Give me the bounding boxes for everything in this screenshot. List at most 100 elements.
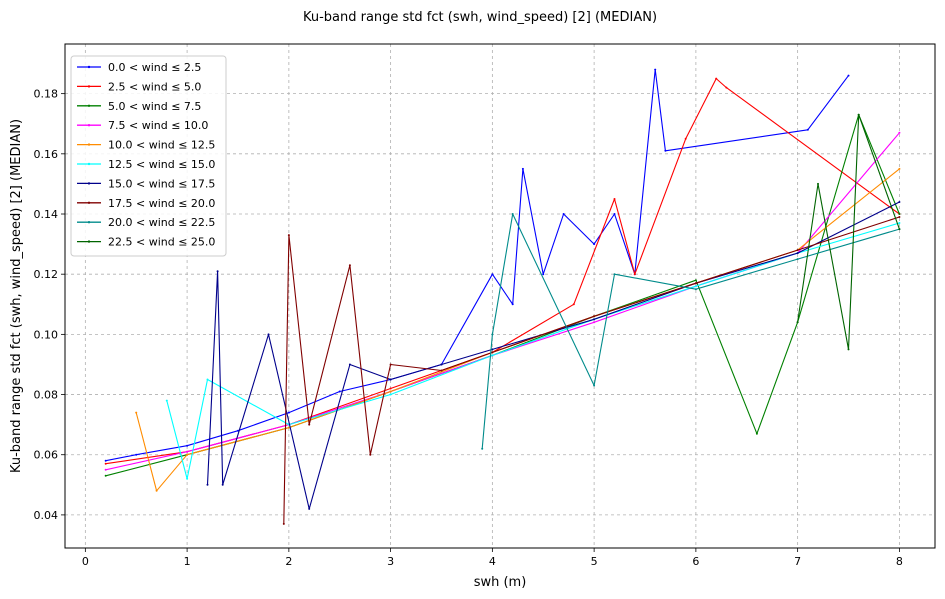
data-point	[898, 201, 901, 203]
data-point	[694, 288, 697, 291]
data-point	[282, 522, 285, 525]
data-point	[613, 198, 616, 200]
data-point	[796, 321, 799, 324]
x-tick-label: 2	[285, 555, 292, 568]
data-point	[857, 113, 860, 116]
data-point	[491, 273, 494, 276]
data-point	[593, 384, 596, 387]
x-axis-label: swh (m)	[474, 575, 527, 590]
x-tick-label: 4	[489, 555, 496, 568]
x-axis: 0 1 2 3 4 5 6 7 8	[82, 548, 903, 568]
data-point	[898, 216, 901, 218]
data-point	[654, 68, 657, 71]
data-point	[817, 182, 819, 185]
data-point	[898, 131, 901, 134]
data-point	[104, 459, 107, 462]
data-point	[389, 378, 392, 381]
data-point	[684, 137, 687, 140]
data-point	[186, 477, 189, 480]
x-tick-label: 6	[692, 555, 699, 568]
legend: 0.0 < wind ≤ 2.5 2.5 < wind ≤ 5.0 5.0 < wi…	[70, 55, 227, 257]
data-point	[186, 450, 189, 453]
data-point	[796, 252, 799, 255]
y-axis: 0.04 0.06 0.08 0.10 0.12 0.14 0.16 0.18	[34, 88, 65, 522]
data-point	[633, 273, 636, 276]
series-line-5	[166, 222, 900, 480]
data-point	[135, 453, 138, 456]
data-point	[206, 483, 209, 486]
x-tick-label: 3	[387, 555, 394, 568]
data-point	[898, 228, 901, 231]
data-point	[898, 213, 901, 215]
data-point	[847, 74, 850, 77]
data-point	[389, 363, 392, 366]
data-point	[338, 390, 341, 393]
legend-label: 12.5 < wind ≤ 15.0	[108, 158, 215, 171]
data-point	[369, 453, 372, 456]
legend-marker	[87, 85, 91, 88]
data-point	[491, 333, 494, 336]
gridlines	[65, 44, 935, 548]
plot-frame	[64, 43, 936, 549]
data-point	[755, 432, 758, 435]
series-layer	[104, 68, 901, 525]
y-tick-label: 0.10	[34, 328, 59, 341]
data-point	[715, 77, 718, 80]
data-point	[287, 234, 290, 237]
legend-box	[70, 55, 227, 257]
legend-marker	[87, 143, 91, 146]
data-point	[593, 315, 596, 318]
legend-label: 17.5 < wind ≤ 20.0	[108, 197, 215, 210]
series-line-7	[283, 216, 900, 524]
data-point	[613, 213, 616, 215]
data-point	[389, 393, 392, 396]
data-point	[155, 489, 158, 492]
data-point	[287, 411, 290, 414]
legend-marker	[87, 162, 91, 166]
legend-label: 0.0 < wind ≤ 2.5	[108, 61, 201, 74]
chart-title: Ku-band range std fct (swh, wind_speed) …	[303, 10, 657, 25]
data-point	[572, 303, 575, 306]
data-point	[221, 483, 224, 486]
data-point	[165, 399, 168, 402]
data-point	[593, 321, 596, 324]
legend-marker	[87, 182, 91, 185]
data-point	[267, 333, 270, 336]
legend-marker	[87, 124, 91, 127]
data-point	[542, 273, 545, 276]
y-tick-label: 0.14	[34, 208, 59, 221]
data-point	[186, 453, 189, 456]
data-point	[593, 318, 596, 321]
legend-label: 15.0 < wind ≤ 17.5	[108, 177, 215, 190]
x-tick-label: 8	[896, 555, 903, 568]
data-point	[308, 507, 311, 510]
data-point	[491, 348, 494, 351]
data-point	[521, 167, 524, 170]
data-point	[348, 363, 351, 366]
y-tick-label: 0.08	[34, 389, 59, 402]
data-point	[796, 249, 799, 252]
data-point	[491, 351, 494, 354]
y-tick-label: 0.16	[34, 148, 59, 161]
legend-label: 5.0 < wind ≤ 7.5	[108, 100, 201, 113]
x-tick-label: 1	[184, 555, 191, 568]
legend-label: 10.0 < wind ≤ 12.5	[108, 139, 215, 152]
x-tick-label: 5	[591, 555, 598, 568]
data-point	[287, 426, 290, 429]
data-point	[725, 86, 728, 89]
data-point	[613, 273, 616, 276]
data-point	[440, 369, 443, 372]
data-point	[847, 348, 850, 351]
legend-label: 20.0 < wind ≤ 22.5	[108, 216, 215, 229]
data-point	[104, 468, 107, 471]
legend-marker	[87, 65, 91, 69]
data-point	[216, 270, 219, 273]
data-point	[796, 258, 799, 261]
legend-marker	[87, 104, 91, 108]
x-tick-label: 0	[82, 555, 89, 568]
data-point	[104, 462, 107, 465]
legend-marker	[87, 240, 91, 243]
data-point	[511, 303, 514, 306]
data-point	[389, 390, 392, 393]
